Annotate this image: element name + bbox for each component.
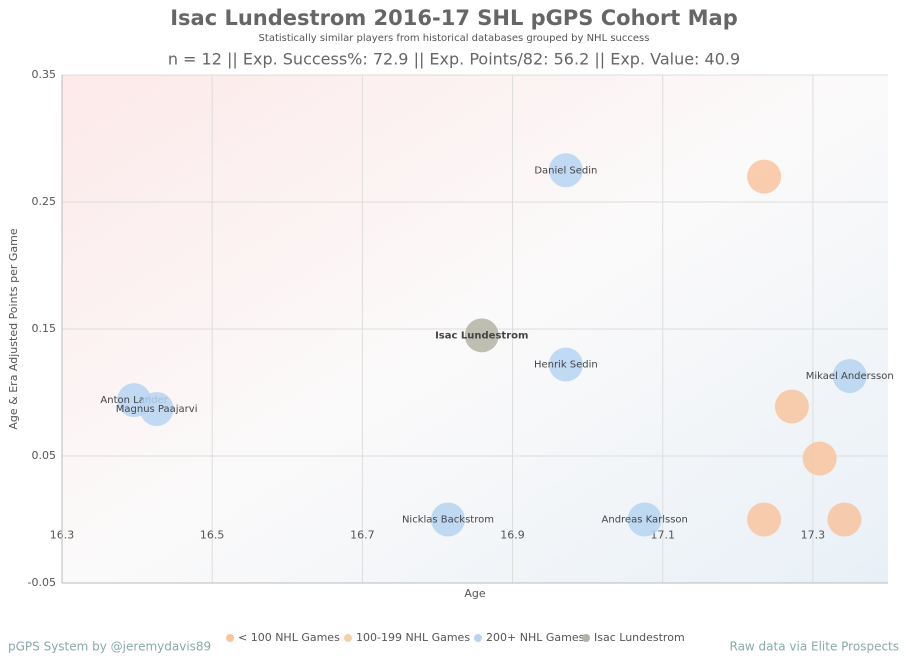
x-tick-label: 16.9 (500, 529, 525, 542)
legend-label: 200+ NHL Games (486, 631, 585, 644)
point (548, 347, 583, 382)
legend-swatch (474, 634, 482, 642)
legend-label: 100-199 NHL Games (356, 631, 470, 644)
point-label: Mikael Andersson (806, 371, 894, 382)
stats-line: n = 12 || Exp. Success%: 72.9 || Exp. Po… (168, 50, 740, 69)
legend-label: Isac Lundestrom (594, 631, 685, 644)
y-tick-label: 0.25 (32, 195, 57, 208)
point-label: Nicklas Backstrom (402, 515, 494, 526)
point (747, 159, 782, 194)
point (430, 502, 465, 537)
y-tick-label: -0.05 (28, 576, 56, 589)
x-tick-label: 17.1 (650, 529, 675, 542)
point (139, 392, 174, 427)
legend-swatch (226, 634, 234, 642)
point-label: Henrik Sedin (534, 360, 598, 371)
chart-subtitle: Statistically similar players from histo… (259, 33, 650, 44)
y-tick-label: 0.05 (32, 449, 57, 462)
y-tick-label: 0.35 (32, 68, 57, 81)
legend-swatch (344, 634, 352, 642)
point-label: Magnus Paajarvi (116, 404, 198, 415)
point (802, 441, 837, 476)
point-label: Isac Lundestrom (435, 330, 528, 341)
x-tick-label: 17.3 (801, 529, 826, 542)
y-axis-label: Age & Era Adjusted Points per Game (7, 228, 20, 429)
point (747, 502, 782, 537)
point-label: Anton Lander (100, 395, 168, 406)
point (774, 389, 809, 424)
footer-right: Raw data via Elite Prospects (730, 640, 900, 654)
legend-label: < 100 NHL Games (238, 631, 340, 644)
point (832, 358, 867, 393)
point (627, 502, 662, 537)
footer-left: pGPS System by @jeremydavis89 (8, 640, 211, 654)
point (464, 318, 499, 353)
point-label: Daniel Sedin (534, 165, 597, 176)
y-tick-label: 0.15 (32, 322, 57, 335)
x-tick-label: 16.7 (350, 529, 375, 542)
point (548, 153, 583, 188)
x-tick-label: 16.5 (200, 529, 225, 542)
x-axis-label: Age (464, 587, 486, 600)
point (827, 502, 862, 537)
chart-title: Isac Lundestrom 2016-17 SHL pGPS Cohort … (170, 6, 738, 30)
legend-swatch (582, 634, 590, 642)
point-label: Andreas Karlsson (602, 515, 688, 526)
